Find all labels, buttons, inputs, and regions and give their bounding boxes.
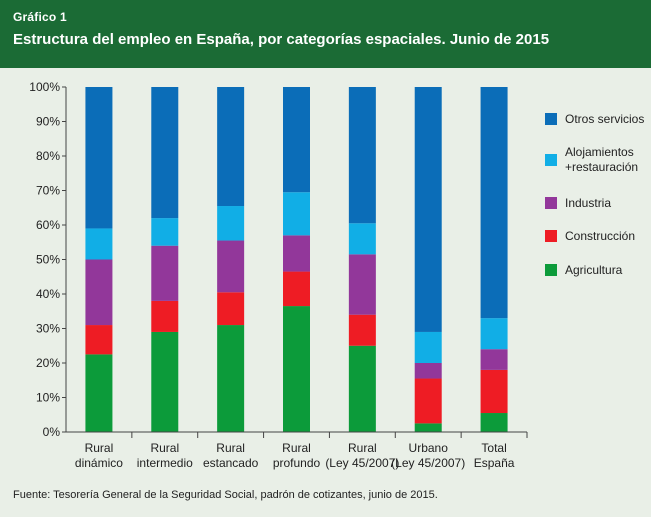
bar-segment-alojamientos-restauraci-n <box>348 223 376 255</box>
bar-segment-construcci-n <box>151 300 179 332</box>
y-tick-label: 60% <box>36 218 60 232</box>
x-tick-label: Rural intermedio <box>137 441 193 470</box>
y-tick-label: 100% <box>29 80 60 94</box>
bar-segment-construcci-n <box>283 271 310 307</box>
bar-segment-agricultura <box>348 345 376 432</box>
source-note: Fuente: Tesorería General de la Segurida… <box>13 489 438 501</box>
bar-segment-agricultura <box>283 306 310 432</box>
bar-segment-otros-servicios <box>348 87 376 224</box>
x-tick-label: Rural dinámico <box>75 441 123 470</box>
bar-segment-industria <box>85 259 113 326</box>
bar-segment-agricultura <box>414 423 442 432</box>
bar-segment-alojamientos-restauraci-n <box>217 206 245 241</box>
bar-segment-construcci-n <box>348 314 376 346</box>
bar-segment-industria <box>283 235 310 272</box>
bar-segment-otros-servicios <box>217 87 245 207</box>
chart-header: Gráfico 1 Estructura del empleo en Españ… <box>0 0 651 68</box>
y-tick-label: 0% <box>43 425 61 439</box>
y-tick-label: 20% <box>36 356 60 370</box>
legend-label: Construcción <box>565 229 635 243</box>
axes <box>62 86 528 438</box>
legend-label: Industria <box>565 196 611 210</box>
x-tick-label: Rural (Ley 45/2007) <box>325 441 399 470</box>
bar-segment-alojamientos-restauraci-n <box>85 228 113 260</box>
legend-swatch <box>545 197 557 209</box>
stacked-bar-chart: 0% 10% 20% 30% 40% 50% 60% 70% 80% 90% 100% Rural d… <box>29 80 644 470</box>
bar-segment-alojamientos-restauraci-n <box>283 192 310 236</box>
bar-segment-industria <box>348 254 376 315</box>
x-tick-label: Urbano (Ley 45/2007) <box>391 441 465 470</box>
bar-segment-agricultura <box>217 325 245 432</box>
y-tick-label: 10% <box>36 391 60 405</box>
x-tick-label: Rural estancado <box>203 441 259 470</box>
legend-swatch <box>545 230 557 242</box>
bar-segment-industria <box>217 240 245 293</box>
bar-segment-industria <box>151 245 179 301</box>
legend-label: Agricultura <box>565 263 623 277</box>
legend-swatch <box>545 264 557 276</box>
bar-segment-alojamientos-restauraci-n <box>151 218 179 246</box>
bar-segment-alojamientos-restauraci-n <box>414 331 442 363</box>
x-axis-labels: Rural dinámico Rural intermedio Rural estanca… <box>75 441 515 470</box>
y-tick-label: 80% <box>36 149 60 163</box>
x-tick-label: Total España <box>474 441 515 470</box>
chart-title: Estructura del empleo en España, por cat… <box>13 31 550 48</box>
bar-segment-industria <box>480 349 508 370</box>
bar-segment-construcci-n <box>414 378 442 424</box>
bar-segment-otros-servicios <box>480 87 508 319</box>
bar-segment-otros-servicios <box>414 87 442 332</box>
legend-label: Otros servicios <box>565 112 644 126</box>
bar-segment-otros-servicios <box>85 87 113 229</box>
y-tick-label: 70% <box>36 184 60 198</box>
bar-segment-agricultura <box>151 331 179 432</box>
bar-segment-construcci-n <box>217 292 245 326</box>
bar-segment-construcci-n <box>85 325 113 355</box>
y-tick-label: 30% <box>36 322 60 336</box>
figure-label: Gráfico 1 <box>13 10 67 24</box>
legend-swatch <box>545 113 557 125</box>
legend-swatch <box>545 154 557 166</box>
x-tick-label: Rural profundo <box>273 441 321 470</box>
y-axis-labels: 0% 10% 20% 30% 40% 50% 60% 70% 80% 90% 100% <box>29 80 60 439</box>
bar-stacks <box>85 87 508 432</box>
bar-segment-industria <box>414 363 442 379</box>
bar-segment-agricultura <box>480 413 508 432</box>
y-tick-label: 90% <box>36 115 60 129</box>
bar-segment-construcci-n <box>480 369 508 414</box>
legend-label: Alojamientos +restauración <box>565 145 638 174</box>
bar-segment-otros-servicios <box>151 87 179 219</box>
bar-segment-otros-servicios <box>283 87 310 193</box>
bar-segment-alojamientos-restauraci-n <box>480 318 508 350</box>
legend: Otros servicios Alojamientos +restauración… <box>545 112 644 277</box>
y-tick-label: 50% <box>36 253 60 267</box>
bar-segment-agricultura <box>85 354 113 432</box>
y-tick-label: 40% <box>36 287 60 301</box>
